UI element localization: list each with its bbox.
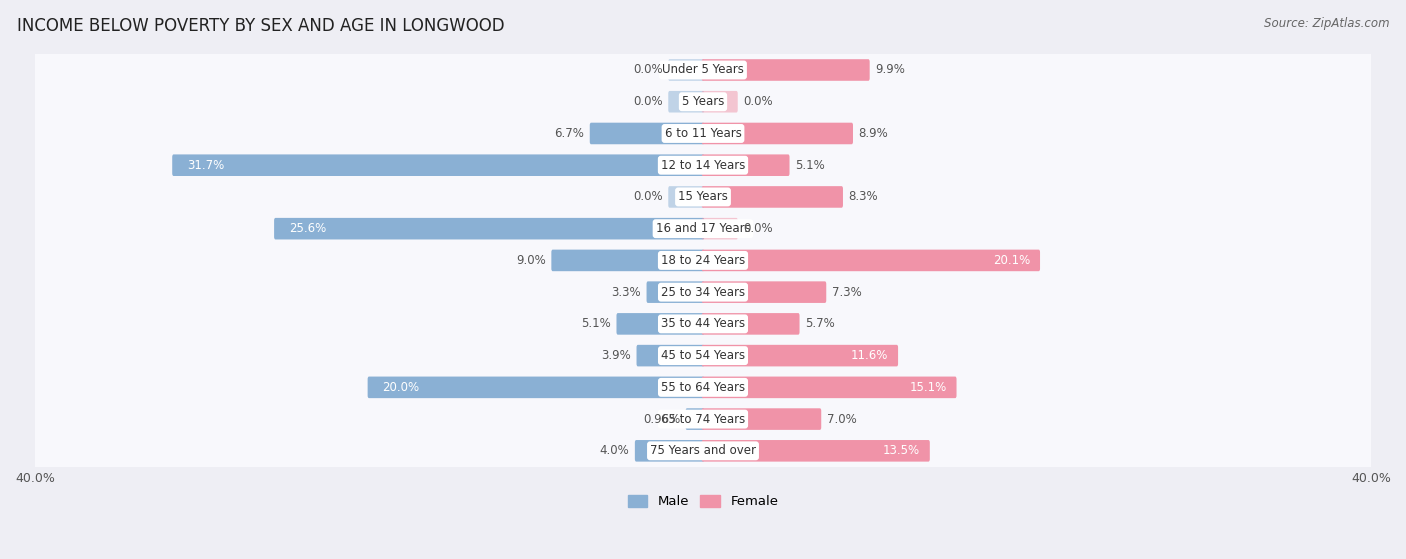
FancyBboxPatch shape (28, 52, 1378, 88)
FancyBboxPatch shape (28, 401, 1378, 437)
Text: 0.0%: 0.0% (744, 222, 773, 235)
Text: 0.96%: 0.96% (643, 413, 681, 425)
Text: 4.0%: 4.0% (600, 444, 630, 457)
FancyBboxPatch shape (702, 154, 790, 176)
Text: 18 to 24 Years: 18 to 24 Years (661, 254, 745, 267)
FancyBboxPatch shape (702, 345, 898, 366)
Text: 45 to 54 Years: 45 to 54 Years (661, 349, 745, 362)
Text: 7.0%: 7.0% (827, 413, 856, 425)
FancyBboxPatch shape (702, 91, 738, 112)
FancyBboxPatch shape (551, 250, 704, 271)
FancyBboxPatch shape (702, 377, 956, 398)
FancyBboxPatch shape (686, 408, 704, 430)
Text: 55 to 64 Years: 55 to 64 Years (661, 381, 745, 394)
FancyBboxPatch shape (589, 122, 704, 144)
Text: 8.3%: 8.3% (848, 191, 877, 203)
FancyBboxPatch shape (637, 345, 704, 366)
Text: 9.0%: 9.0% (516, 254, 546, 267)
FancyBboxPatch shape (28, 338, 1378, 374)
Text: 0.0%: 0.0% (744, 95, 773, 108)
FancyBboxPatch shape (636, 440, 704, 462)
Text: 20.0%: 20.0% (382, 381, 419, 394)
Text: 13.5%: 13.5% (883, 444, 920, 457)
Text: 6 to 11 Years: 6 to 11 Years (665, 127, 741, 140)
Text: 6.7%: 6.7% (554, 127, 585, 140)
Text: 25 to 34 Years: 25 to 34 Years (661, 286, 745, 299)
FancyBboxPatch shape (28, 242, 1378, 278)
Legend: Male, Female: Male, Female (623, 490, 783, 514)
FancyBboxPatch shape (702, 186, 844, 208)
FancyBboxPatch shape (28, 147, 1378, 183)
FancyBboxPatch shape (367, 377, 704, 398)
Text: 0.0%: 0.0% (633, 191, 662, 203)
Text: 3.9%: 3.9% (602, 349, 631, 362)
FancyBboxPatch shape (668, 59, 704, 81)
Text: 3.3%: 3.3% (612, 286, 641, 299)
Text: 5 Years: 5 Years (682, 95, 724, 108)
Text: 5.7%: 5.7% (804, 318, 835, 330)
FancyBboxPatch shape (702, 59, 870, 81)
Text: 12 to 14 Years: 12 to 14 Years (661, 159, 745, 172)
Text: INCOME BELOW POVERTY BY SEX AND AGE IN LONGWOOD: INCOME BELOW POVERTY BY SEX AND AGE IN L… (17, 17, 505, 35)
Text: 75 Years and over: 75 Years and over (650, 444, 756, 457)
Text: 5.1%: 5.1% (794, 159, 824, 172)
Text: 31.7%: 31.7% (187, 159, 224, 172)
FancyBboxPatch shape (28, 115, 1378, 151)
Text: 15.1%: 15.1% (910, 381, 946, 394)
Text: 8.9%: 8.9% (858, 127, 889, 140)
FancyBboxPatch shape (647, 281, 704, 303)
FancyBboxPatch shape (28, 179, 1378, 215)
FancyBboxPatch shape (28, 433, 1378, 469)
Text: 15 Years: 15 Years (678, 191, 728, 203)
Text: Source: ZipAtlas.com: Source: ZipAtlas.com (1264, 17, 1389, 30)
Text: 11.6%: 11.6% (851, 349, 889, 362)
FancyBboxPatch shape (28, 369, 1378, 405)
FancyBboxPatch shape (702, 218, 738, 239)
FancyBboxPatch shape (28, 84, 1378, 120)
FancyBboxPatch shape (274, 218, 704, 239)
Text: 0.0%: 0.0% (633, 64, 662, 77)
Text: 0.0%: 0.0% (633, 95, 662, 108)
Text: 7.3%: 7.3% (831, 286, 862, 299)
Text: 16 and 17 Years: 16 and 17 Years (655, 222, 751, 235)
FancyBboxPatch shape (702, 313, 800, 335)
FancyBboxPatch shape (668, 91, 704, 112)
FancyBboxPatch shape (616, 313, 704, 335)
Text: 5.1%: 5.1% (582, 318, 612, 330)
Text: Under 5 Years: Under 5 Years (662, 64, 744, 77)
FancyBboxPatch shape (702, 408, 821, 430)
FancyBboxPatch shape (28, 274, 1378, 310)
FancyBboxPatch shape (28, 211, 1378, 247)
Text: 25.6%: 25.6% (288, 222, 326, 235)
FancyBboxPatch shape (702, 122, 853, 144)
FancyBboxPatch shape (702, 281, 827, 303)
FancyBboxPatch shape (668, 186, 704, 208)
FancyBboxPatch shape (28, 306, 1378, 342)
Text: 35 to 44 Years: 35 to 44 Years (661, 318, 745, 330)
Text: 20.1%: 20.1% (993, 254, 1031, 267)
FancyBboxPatch shape (702, 440, 929, 462)
FancyBboxPatch shape (702, 250, 1040, 271)
Text: 65 to 74 Years: 65 to 74 Years (661, 413, 745, 425)
Text: 9.9%: 9.9% (875, 64, 905, 77)
FancyBboxPatch shape (172, 154, 704, 176)
